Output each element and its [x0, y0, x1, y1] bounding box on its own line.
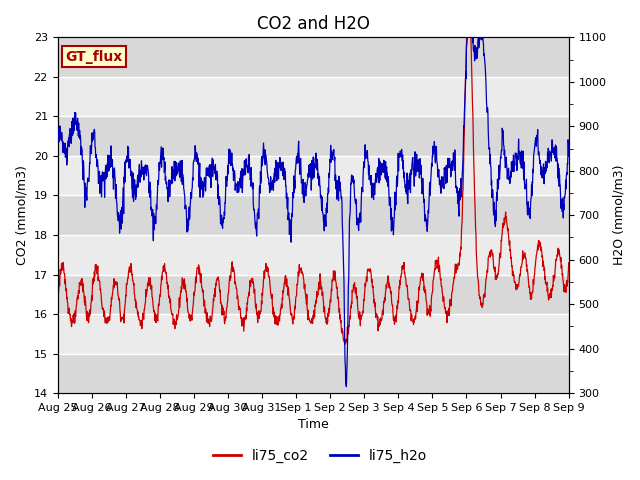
- li75_co2: [54, 299, 61, 304]
- Y-axis label: CO2 (mmol/m3): CO2 (mmol/m3): [15, 165, 28, 265]
- li75_h2o: [114, 214, 122, 219]
- Legend: li75_co2, li75_h2o: li75_co2, li75_h2o: [207, 443, 433, 468]
- Bar: [58, 37, 569, 77]
- Bar: [58, 195, 569, 235]
- li75_co2: [281, 274, 289, 280]
- li75_co2: [93, 271, 101, 276]
- li75_h2o: [271, 169, 278, 175]
- li75_co2: [291, 316, 298, 322]
- li75_h2o: [291, 190, 298, 195]
- li75_co2: [114, 291, 122, 297]
- Title: CO2 and H2O: CO2 and H2O: [257, 15, 369, 33]
- li75_co2: [463, 23, 471, 28]
- li75_h2o: [342, 384, 350, 389]
- li75_h2o: [565, 154, 573, 159]
- li75_h2o: [54, 130, 61, 135]
- Line: li75_co2: li75_co2: [58, 25, 569, 345]
- li75_co2: [341, 342, 349, 348]
- li75_co2: [565, 260, 573, 266]
- li75_h2o: [93, 164, 101, 169]
- Line: li75_h2o: li75_h2o: [58, 28, 569, 386]
- li75_h2o: [464, 25, 472, 31]
- li75_co2: [271, 309, 278, 315]
- Bar: [58, 116, 569, 156]
- li75_h2o: [345, 275, 353, 281]
- Bar: [58, 354, 569, 393]
- li75_co2: [345, 323, 353, 329]
- Y-axis label: H2O (mmol/m3): H2O (mmol/m3): [612, 165, 625, 265]
- Text: GT_flux: GT_flux: [65, 50, 122, 64]
- Bar: [58, 275, 569, 314]
- X-axis label: Time: Time: [298, 419, 328, 432]
- li75_h2o: [281, 176, 289, 181]
